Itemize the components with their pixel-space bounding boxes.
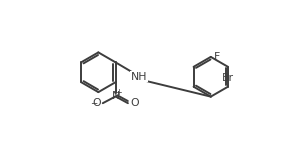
Text: O: O [92, 98, 101, 108]
Text: +: + [116, 88, 122, 97]
Text: −: − [91, 98, 98, 107]
Text: Br: Br [222, 73, 234, 83]
Text: F: F [214, 52, 220, 62]
Text: O: O [130, 98, 139, 108]
Text: NH: NH [130, 72, 147, 82]
Text: NH: NH [130, 72, 147, 82]
Text: N: N [112, 91, 120, 101]
